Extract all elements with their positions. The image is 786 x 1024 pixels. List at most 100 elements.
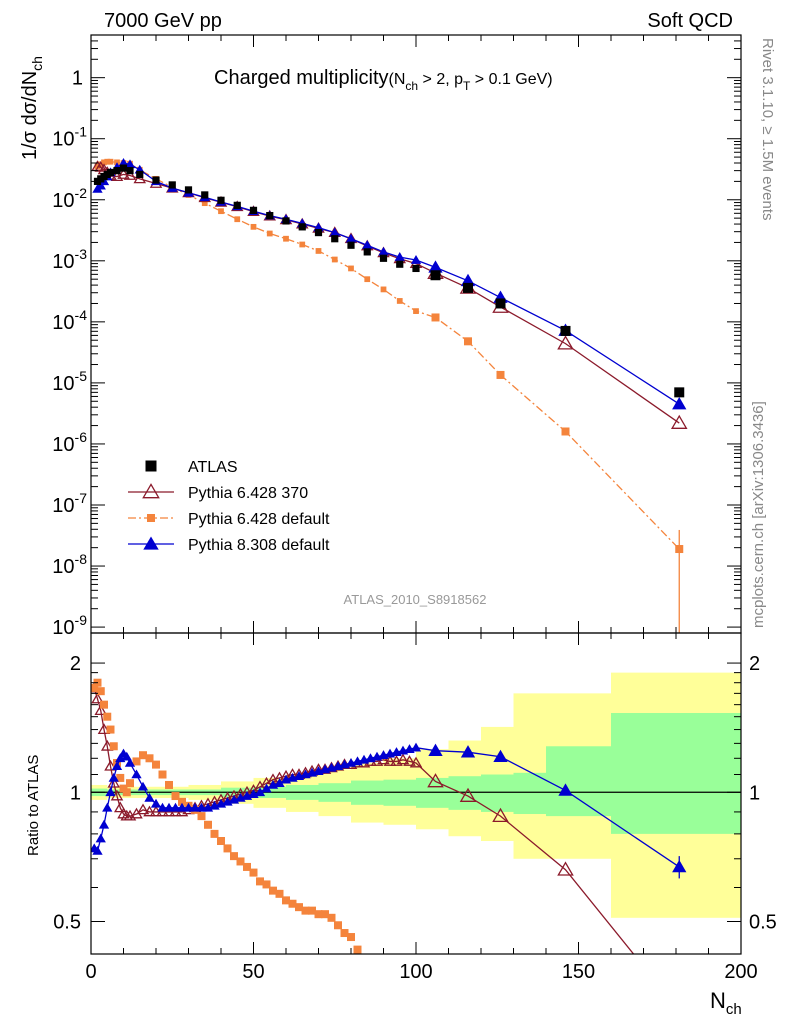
ratio-point-pythia-8-308-default xyxy=(183,802,194,812)
x-tick-label: 150 xyxy=(562,961,595,983)
xlabel: Nch xyxy=(710,988,742,1018)
main-line-pythia-6-428-default xyxy=(97,161,680,550)
svg-text:Charged multiplicity(Nch > 2,: Charged multiplicity(Nch > 2, pT > 0.1 G… xyxy=(214,67,553,93)
ratio-point-pythia-6-428-370 xyxy=(396,753,410,765)
y-ratio-tick-label-right: 2 xyxy=(749,653,760,675)
y-ratio-tick-label: 1 xyxy=(70,782,81,804)
ratio-point-pythia-8-308-default xyxy=(261,783,272,793)
main-point-atlas xyxy=(119,164,128,172)
ratio-point-pythia-6-428-default xyxy=(204,820,212,829)
main-point-atlas xyxy=(379,254,388,262)
ratio-point-pythia-8-308-default xyxy=(189,802,201,812)
ratio-point-pythia-6-428-default xyxy=(295,903,303,912)
ratio-point-pythia-8-308-default xyxy=(176,802,188,812)
process-label: Soft QCD xyxy=(647,10,733,32)
main-point-atlas xyxy=(106,168,115,177)
ratio-point-pythia-8-308-default xyxy=(170,802,181,812)
main-point-pythia-8-308-default xyxy=(672,397,687,410)
ratio-point-pythia-6-428-370 xyxy=(459,787,477,802)
main-point-atlas xyxy=(113,167,121,175)
main-point-atlas xyxy=(560,325,571,336)
rivet-label: Rivet 3.1.10, ≥ 1.5M events xyxy=(759,38,776,221)
main-point-pythia-8-308-default xyxy=(428,260,443,273)
main-point-pythia-8-308-default xyxy=(394,252,405,261)
ratio-point-pythia-6-428-default xyxy=(243,862,251,871)
ratio-point-pythia-6-428-default xyxy=(360,959,368,967)
ratio-point-pythia-8-308-default xyxy=(121,751,132,761)
ratio-band-inner xyxy=(513,772,546,815)
main-point-atlas xyxy=(233,201,241,209)
y-main-tick-label: 10-5 xyxy=(52,368,87,395)
ratio-point-pythia-8-308-default xyxy=(92,845,103,855)
ratio-point-pythia-6-428-370 xyxy=(143,805,156,817)
main-point-atlas xyxy=(463,282,473,293)
ratio-point-pythia-6-428-default xyxy=(308,906,316,915)
main-point-pythia-6-428-default xyxy=(561,427,570,436)
ratio-point-pythia-8-308-default xyxy=(137,781,149,791)
ratio-point-pythia-6-428-370 xyxy=(403,755,416,766)
y-ratio-tick-label: 0.5 xyxy=(53,911,81,933)
main-point-pythia-6-428-default xyxy=(283,235,289,242)
main-point-pythia-6-428-default xyxy=(413,308,419,314)
ratio-point-pythia-8-308-default xyxy=(150,798,162,808)
ratio-point-pythia-6-428-default xyxy=(275,889,284,898)
y-main-tick-label: 10-4 xyxy=(52,307,87,334)
ratio-point-pythia-6-428-default xyxy=(236,857,245,866)
y-main-tick-label: 10-3 xyxy=(52,246,87,273)
ratio-point-pythia-8-308-default xyxy=(254,787,266,797)
main-point-atlas xyxy=(396,260,404,268)
y-main-tick-label: 10-2 xyxy=(52,185,87,212)
ratio-point-pythia-8-308-default xyxy=(157,802,168,812)
x-tick-label: 200 xyxy=(724,961,757,983)
main-point-pythia-6-428-default xyxy=(464,337,472,346)
ratio-panel: 0 50 100 150 200 2 2 1 1 0.5 0.5 xyxy=(53,632,777,983)
ratio-band-inner xyxy=(546,746,611,817)
y-main-tick-label: 10-7 xyxy=(52,490,87,517)
x-tick-label: 0 xyxy=(85,961,96,983)
main-point-pythia-6-428-default xyxy=(331,256,338,263)
ratio-point-pythia-8-308-default xyxy=(111,761,123,771)
main-point-atlas xyxy=(282,217,290,225)
ratio-point-pythia-6-428-default xyxy=(116,773,125,782)
ratio-point-pythia-6-428-default xyxy=(288,899,297,908)
y-ratio-tick-label-right: 1 xyxy=(749,782,760,804)
main-point-pythia-8-308-default xyxy=(362,240,373,250)
ratio-point-pythia-8-308-default xyxy=(131,769,142,779)
ratio-point-pythia-6-428-370 xyxy=(409,756,423,768)
main-point-atlas xyxy=(249,206,258,214)
ratio-point-pythia-6-428-370 xyxy=(94,704,108,716)
ratio-point-pythia-8-308-default xyxy=(144,792,155,802)
ratio-frame xyxy=(90,632,742,955)
main-point-atlas xyxy=(412,264,420,273)
ratio-point-pythia-6-428-370 xyxy=(427,773,444,788)
main-point-atlas xyxy=(331,235,339,243)
main-point-pythia-6-428-default xyxy=(299,241,306,248)
title-cut-sub2: T xyxy=(463,79,471,93)
ratio-point-pythia-8-308-default xyxy=(274,778,285,787)
plot-title: Charged multiplicity(Nch > 2, pT > 0.1 G… xyxy=(214,67,553,93)
main-point-atlas xyxy=(347,241,355,249)
ratio-point-pythia-8-308-default xyxy=(108,772,119,782)
main-point-atlas xyxy=(201,191,209,199)
ratio-point-pythia-6-428-default xyxy=(165,780,173,789)
ratio-point-pythia-6-428-default xyxy=(145,754,154,763)
legend-marker-pythia-6-428-default xyxy=(147,514,155,522)
main-point-pythia-6-428-default xyxy=(315,248,322,254)
ratio-point-pythia-6-428-370 xyxy=(492,807,509,823)
ratio-point-pythia-6-428-default xyxy=(353,945,362,954)
ratio-point-pythia-8-308-default xyxy=(428,743,443,756)
main-point-pythia-6-428-370 xyxy=(670,414,688,429)
main-point-atlas xyxy=(266,212,274,220)
ylabel-main-sub: ch xyxy=(29,56,45,71)
main-point-atlas xyxy=(298,223,306,231)
ratio-point-pythia-6-428-default xyxy=(109,742,118,751)
y-main-tick-label: 10-9 xyxy=(52,612,87,639)
legend-label-pythia-8-308-default: Pythia 8.308 default xyxy=(188,537,330,554)
main-point-pythia-6-428-370 xyxy=(557,335,574,350)
ratio-point-pythia-6-428-default xyxy=(103,712,112,721)
ylabel-main-text: 1/σ dσ/dN xyxy=(19,71,41,160)
main-point-pythia-6-428-370 xyxy=(133,172,147,184)
main-point-pythia-6-428-default xyxy=(496,370,505,379)
ratio-band-inner xyxy=(448,776,481,810)
